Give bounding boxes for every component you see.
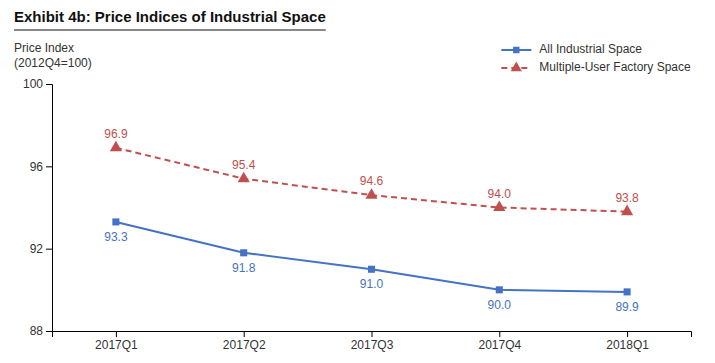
series-line xyxy=(116,222,627,292)
y-tick-label: 92 xyxy=(30,242,44,256)
x-tick: 2017Q1 xyxy=(95,331,138,352)
x-tick-mark xyxy=(116,331,117,337)
data-label: 91.0 xyxy=(360,277,384,291)
data-label: 94.6 xyxy=(360,174,384,188)
series-marker xyxy=(240,249,247,256)
y-tick-label: 96 xyxy=(30,160,44,174)
x-tick-mark xyxy=(627,331,628,337)
y-tick: 88 xyxy=(30,324,52,338)
plot: 2017Q1 2017Q2 2017Q3 2017Q4 2018Q1 88 92 96 100 9… xyxy=(23,77,692,351)
x-tick: 2017Q4 xyxy=(478,331,521,352)
legend-item: All Industrial Space xyxy=(501,42,642,56)
x-tick-label: 2017Q2 xyxy=(223,338,266,352)
series-marker xyxy=(110,141,122,152)
y-tick-mark xyxy=(46,331,52,332)
series-marker xyxy=(238,172,250,183)
data-label: 90.0 xyxy=(488,298,512,312)
data-label: 91.8 xyxy=(232,261,256,275)
legend-marker xyxy=(511,62,522,72)
title: Exhibit 4b: Price Indices of Industrial … xyxy=(14,8,326,25)
y-tick: 100 xyxy=(23,77,52,91)
x-tick-mark xyxy=(499,331,500,337)
title-underline xyxy=(14,30,326,31)
x-tick: 2017Q2 xyxy=(223,331,266,352)
y-axis-line xyxy=(46,85,53,332)
x-tick-label: 2017Q3 xyxy=(351,338,394,352)
data-labels: 93.3 91.8 91.0 90.0 89.9 96.9 95.4 94.6 94.0 93.8 xyxy=(104,127,639,314)
data-label: 89.9 xyxy=(615,300,639,314)
y-tick-mark xyxy=(46,84,52,85)
series-marker xyxy=(365,188,377,199)
data-label: 93.3 xyxy=(104,230,128,244)
data-label: 93.8 xyxy=(615,191,639,205)
marks xyxy=(110,141,633,296)
y-tick-label: 100 xyxy=(23,77,43,91)
y-tick-mark xyxy=(46,166,52,167)
x-tick-label: 2017Q4 xyxy=(478,338,521,352)
y-axis-label: (2012Q4=100) xyxy=(14,56,92,70)
legend-marker xyxy=(513,47,519,53)
series-marker xyxy=(624,288,631,295)
x-tick-mark xyxy=(244,331,245,337)
x-tick-mark xyxy=(372,331,373,337)
x-axis-line xyxy=(53,332,692,338)
legend-label: Multiple-User Factory Space xyxy=(539,60,691,74)
series-marker xyxy=(368,266,375,273)
y-tick: 96 xyxy=(30,160,52,174)
y-axis-label: Price Index xyxy=(14,41,74,55)
data-label: 96.9 xyxy=(104,127,128,141)
legend: All Industrial Space Multiple-User Factor… xyxy=(501,42,691,74)
y-axis: 88 92 96 100 xyxy=(23,77,53,338)
data-label: 95.4 xyxy=(232,158,256,172)
y-tick: 92 xyxy=(30,242,52,256)
x-axis: 2017Q1 2017Q2 2017Q3 2017Q4 2018Q1 xyxy=(53,331,692,352)
series-marker xyxy=(493,200,505,211)
x-tick: 2017Q3 xyxy=(351,331,394,352)
x-tick: 2018Q1 xyxy=(606,331,649,352)
legend-label: All Industrial Space xyxy=(539,42,642,56)
x-tick-label: 2018Q1 xyxy=(606,338,649,352)
x-tick-label: 2017Q1 xyxy=(95,338,138,352)
data-label: 94.0 xyxy=(488,187,512,201)
legend-item: Multiple-User Factory Space xyxy=(501,60,691,74)
series-line xyxy=(116,148,627,212)
chart: Exhibit 4b: Price Indices of Industrial … xyxy=(0,0,715,363)
y-tick-mark xyxy=(46,249,52,250)
series-marker xyxy=(112,218,119,225)
series-marker xyxy=(621,205,633,216)
y-tick-label: 88 xyxy=(30,324,44,338)
series-marker xyxy=(496,286,503,293)
